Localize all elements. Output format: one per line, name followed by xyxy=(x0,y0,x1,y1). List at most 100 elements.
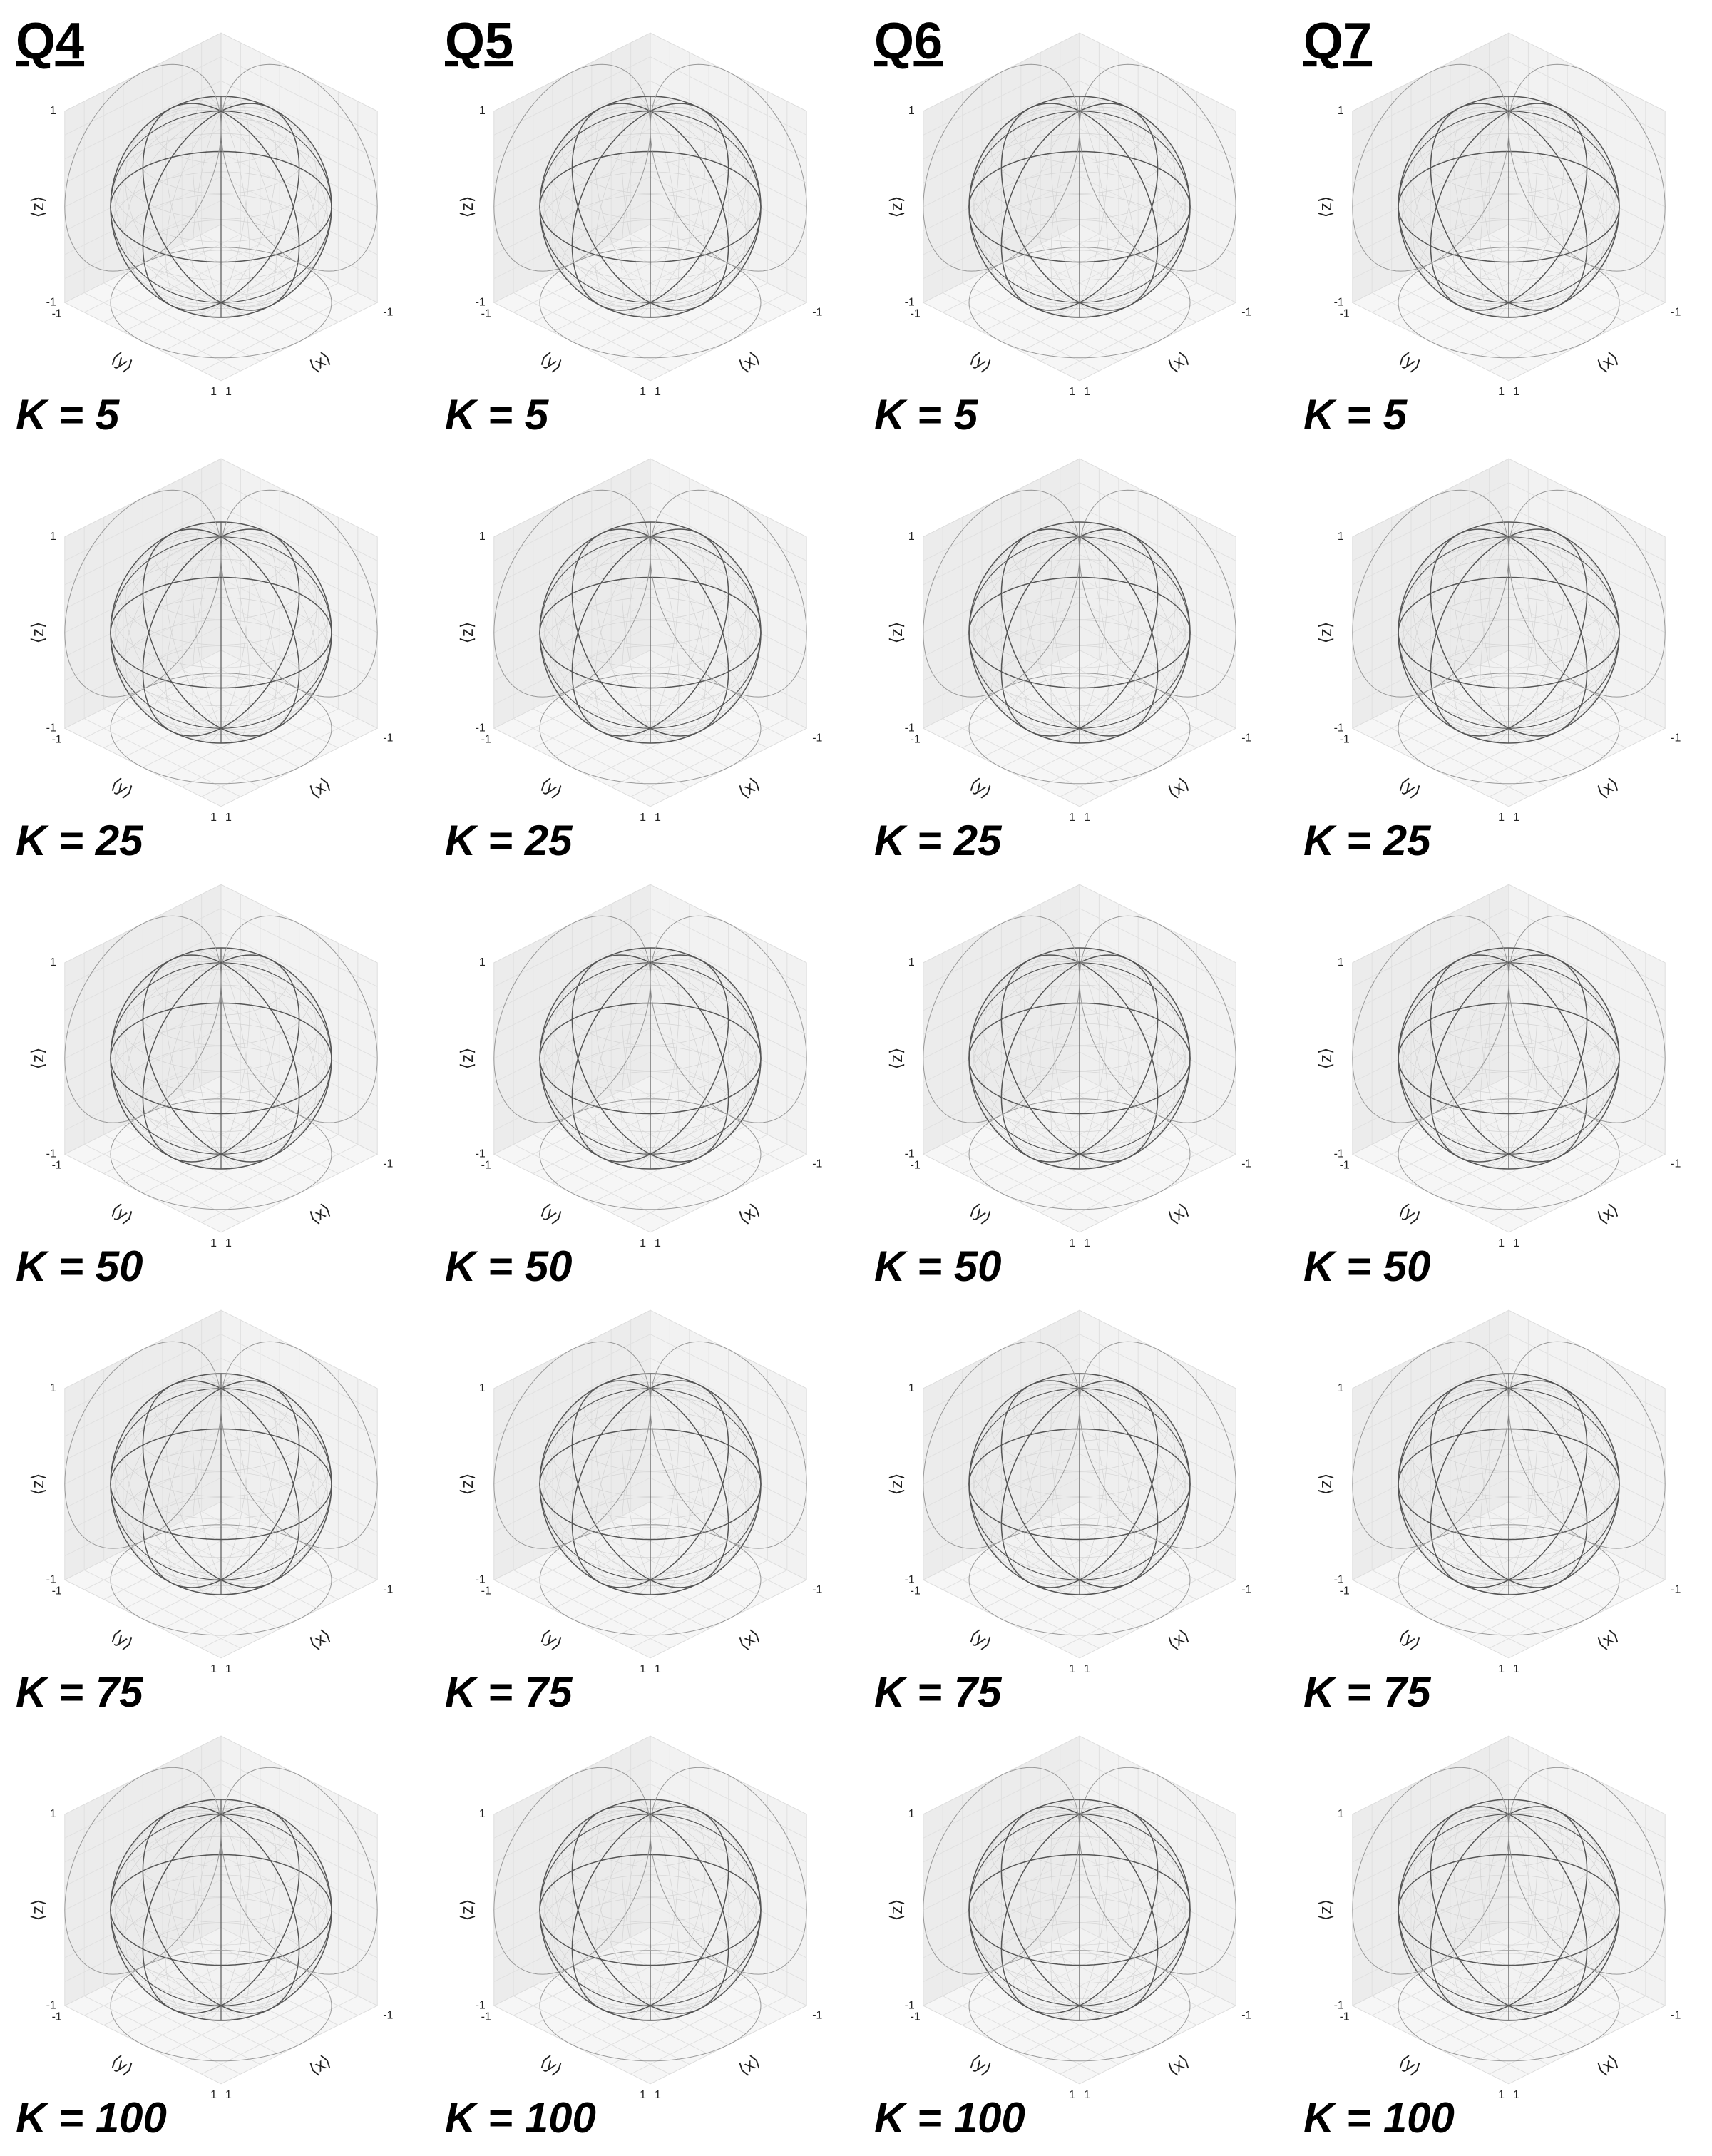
axis-label: ⟨z⟩ xyxy=(887,196,906,218)
tick-label: 1 xyxy=(1069,1663,1075,1675)
axis-label: ⟨y⟩ xyxy=(537,1625,566,1654)
pane-grid xyxy=(1352,506,1509,586)
axis-label: ⟨x⟩ xyxy=(1594,1625,1623,1654)
pane-grid xyxy=(181,282,339,362)
axis-label: ⟨z⟩ xyxy=(887,1899,906,1921)
axis-label: ⟨x⟩ xyxy=(1164,1200,1194,1228)
pane-circle xyxy=(1352,915,1509,1123)
pane-grid xyxy=(123,1976,280,2055)
great-circle xyxy=(1430,1806,1588,2014)
tick-label: 1 xyxy=(210,2089,217,2101)
tick-label: -1 xyxy=(1340,1159,1350,1171)
axis-label: ⟨x⟩ xyxy=(1164,348,1194,377)
tick-label: -1 xyxy=(1334,722,1344,734)
great-circle xyxy=(571,528,729,737)
tick-label: 1 xyxy=(1513,1663,1519,1675)
great-circle xyxy=(142,528,300,737)
bloch-panel: 1-1-11 1-1⟨z⟩⟨y⟩ ⟨x⟩ xyxy=(458,458,823,824)
great-circle xyxy=(1430,1380,1588,1588)
pane-grid xyxy=(1391,282,1549,362)
great-circle xyxy=(571,1380,729,1588)
tick-label: -1 xyxy=(476,722,486,734)
axis-label: ⟨z⟩ xyxy=(887,1048,906,1070)
bloch-panel: 1-1-11 1-1⟨z⟩⟨y⟩ ⟨x⟩ xyxy=(1316,32,1681,398)
great-circle xyxy=(539,962,762,1155)
great-circle xyxy=(142,954,300,1163)
tick-label: -1 xyxy=(812,1583,822,1595)
tick-label: 1 xyxy=(1498,1237,1505,1250)
pane-grid xyxy=(181,708,339,787)
great-circle xyxy=(1430,103,1588,311)
pane-grid xyxy=(1450,1550,1607,1630)
tick-label: -1 xyxy=(476,1148,486,1160)
row-label: K = 25 xyxy=(16,817,144,864)
tick-label: 1 xyxy=(225,1237,232,1250)
column-title: Q4 xyxy=(16,13,84,70)
pane-grid xyxy=(923,506,1080,586)
tick-label: -1 xyxy=(1334,1148,1344,1160)
pane-grid xyxy=(220,1783,378,1863)
pane-grid xyxy=(181,1986,339,2065)
axis-label: ⟨y⟩ xyxy=(537,2051,566,2080)
great-circle xyxy=(1430,954,1588,1163)
axis-label: ⟨x⟩ xyxy=(1164,1625,1194,1654)
tick-label: -1 xyxy=(52,2011,62,2023)
pane-grid xyxy=(552,1976,709,2055)
tick-label: -1 xyxy=(905,296,915,308)
tick-label: -1 xyxy=(1241,1158,1251,1170)
pane-grid xyxy=(1079,1783,1236,1863)
column-title: Q6 xyxy=(874,13,943,70)
axis-label: ⟨y⟩ xyxy=(1395,2051,1425,2080)
pane-grid xyxy=(220,80,378,160)
pane-grid xyxy=(1410,698,1568,778)
tick-label: 1 xyxy=(1498,812,1505,824)
pane-grid xyxy=(1020,698,1178,778)
tick-label: 1 xyxy=(908,1808,915,1820)
great-circle xyxy=(539,536,762,729)
pane-grid xyxy=(591,1976,749,2055)
great-circle xyxy=(571,103,729,311)
tick-label: 1 xyxy=(1513,386,1519,398)
tick-label: 1 xyxy=(1069,386,1075,398)
axis-label: ⟨z⟩ xyxy=(1316,196,1336,218)
bloch-panel: 1-1-11 1-1⟨z⟩⟨y⟩ ⟨x⟩ xyxy=(458,1309,823,1675)
column-title: Q5 xyxy=(445,13,513,70)
pane-grid xyxy=(923,1357,1080,1437)
pane-circle xyxy=(1352,489,1509,698)
tick-label: 1 xyxy=(1084,386,1090,398)
pane-grid xyxy=(1020,1976,1178,2055)
pane-grid xyxy=(493,1783,651,1863)
tick-label: 1 xyxy=(210,812,217,824)
tick-label: 1 xyxy=(640,1237,646,1250)
great-circle xyxy=(142,103,300,311)
pane-grid xyxy=(123,1550,280,1630)
pane-grid xyxy=(962,708,1119,787)
axis-label: ⟨z⟩ xyxy=(29,1899,48,1921)
tick-label: 1 xyxy=(640,812,646,824)
tick-label: 1 xyxy=(655,1663,661,1675)
tick-label: -1 xyxy=(905,1573,915,1585)
tick-label: -1 xyxy=(46,1999,56,2011)
great-circle xyxy=(571,954,729,1163)
great-circle xyxy=(1430,1806,1588,2014)
pane-grid xyxy=(1508,506,1666,586)
axis-label: ⟨y⟩ xyxy=(1395,1200,1425,1228)
bloch-panel: 1-1-11 1-1⟨z⟩⟨y⟩ ⟨x⟩ xyxy=(458,884,823,1250)
axis-label: ⟨y⟩ xyxy=(1395,1625,1425,1654)
pane-grid xyxy=(64,1783,222,1863)
pane-grid xyxy=(650,1357,807,1437)
pane-grid xyxy=(1508,931,1666,1011)
tick-label: -1 xyxy=(1241,732,1251,744)
pane-grid xyxy=(650,80,807,160)
axis-label: ⟨x⟩ xyxy=(1594,2051,1623,2080)
great-circle xyxy=(571,1806,729,2014)
great-circle xyxy=(110,1388,332,1580)
axis-label: ⟨z⟩ xyxy=(1316,622,1336,644)
pane-grid xyxy=(1352,1783,1509,1863)
tick-label: -1 xyxy=(1241,2009,1251,2021)
tick-label: 1 xyxy=(50,1808,56,1820)
pane-grid xyxy=(650,506,807,586)
pane-grid xyxy=(64,931,222,1011)
pane-grid xyxy=(64,506,222,586)
tick-label: 1 xyxy=(479,1382,486,1394)
